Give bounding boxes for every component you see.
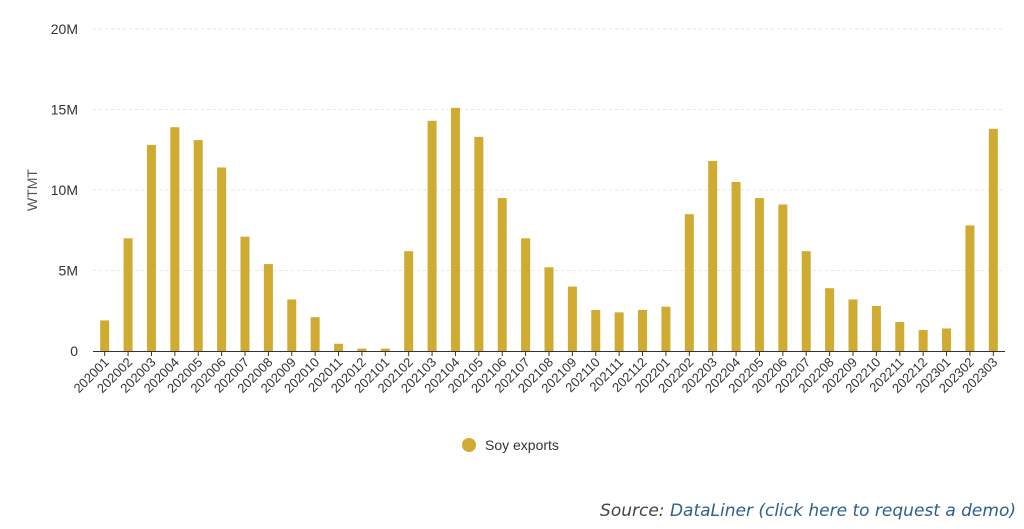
bar[interactable] [310,317,320,351]
y-axis: 0 5M 10M 15M 20M [51,21,78,359]
bar[interactable] [825,288,835,351]
bar[interactable] [942,328,952,351]
bar[interactable] [474,136,484,351]
bar[interactable] [170,127,180,352]
bar[interactable] [521,238,531,351]
bar[interactable] [497,198,507,351]
bar[interactable] [801,251,811,351]
legend[interactable]: Soy exports [462,437,559,453]
bar[interactable] [100,320,110,351]
bar[interactable] [263,264,273,351]
bar[interactable] [965,225,975,351]
bar[interactable] [754,198,764,351]
y-tick-label: 15M [51,102,78,118]
bar[interactable] [146,144,156,351]
y-axis-label: WTMT [24,169,40,211]
bar[interactable] [871,305,881,351]
gridlines [93,28,1005,271]
bar[interactable] [193,140,203,351]
bar[interactable] [988,128,998,351]
bar[interactable] [334,343,344,351]
bar[interactable] [123,238,133,351]
legend-marker [462,438,476,452]
source-prefix: Source: [600,501,665,521]
bar[interactable] [217,167,227,351]
bar[interactable] [778,204,788,351]
y-tick-label: 20M [51,21,78,37]
source-note: Source: DataLiner (click here to request… [600,501,1016,521]
bars [100,107,998,352]
legend-label: Soy exports [485,437,559,453]
y-tick-label: 0 [70,343,78,359]
bar[interactable] [638,309,648,351]
y-tick-label: 10M [51,182,78,198]
bar[interactable] [567,286,577,351]
bar[interactable] [427,120,437,352]
bar[interactable] [380,348,390,351]
bar[interactable] [848,299,858,351]
bar[interactable] [918,330,928,351]
bar[interactable] [895,322,905,351]
y-tick-label: 5M [59,263,78,279]
bar[interactable] [287,299,297,351]
bar[interactable] [240,236,250,351]
bar[interactable] [450,107,460,351]
bar[interactable] [684,214,694,351]
bar[interactable] [404,251,414,351]
x-axis: 2020012020022020032020042020052020062020… [71,351,1005,396]
bar[interactable] [661,306,671,351]
bar[interactable] [591,309,601,351]
source-link[interactable]: DataLiner (click here to request a demo) [669,501,1016,521]
bar[interactable] [731,181,741,351]
bar-chart: 0 5M 10M 15M 20M WTMT 2020012020022020032020… [24,21,1005,396]
bar[interactable] [544,267,554,351]
bar[interactable] [614,312,624,351]
bar[interactable] [708,161,718,351]
bar[interactable] [357,348,367,351]
